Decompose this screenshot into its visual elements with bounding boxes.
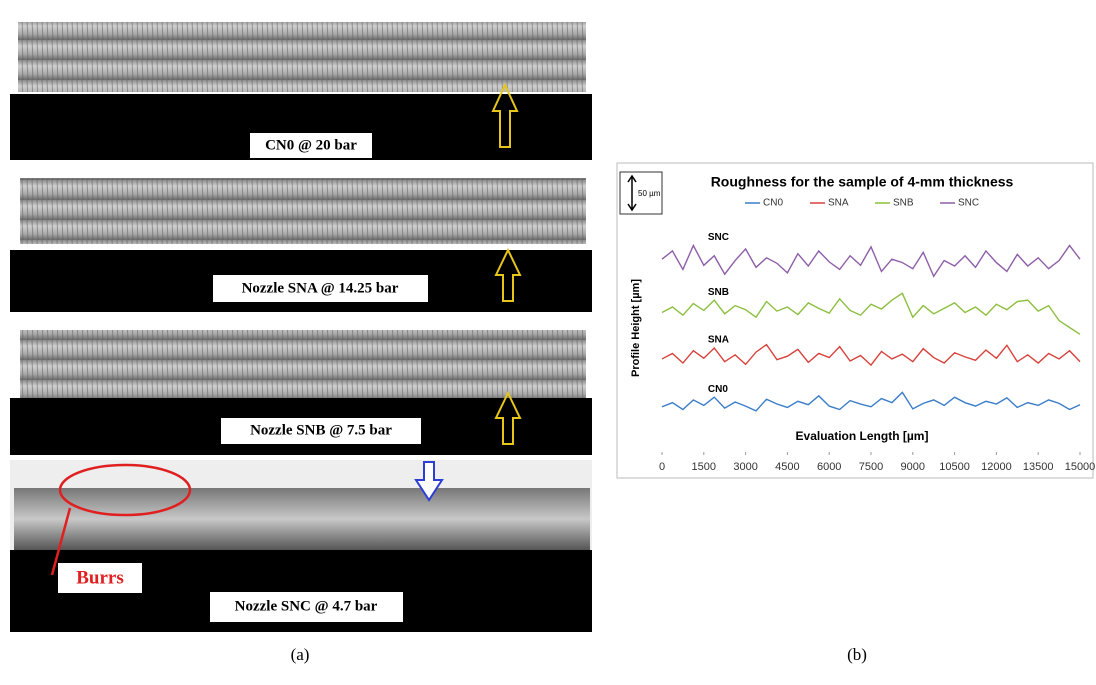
separator — [10, 455, 592, 460]
cut-surface — [18, 22, 586, 92]
photo-label: Nozzle SNC @ 4.7 bar — [235, 598, 378, 614]
x-tick-label: 13500 — [1023, 461, 1054, 473]
arrow — [494, 247, 522, 302]
cut-surface — [20, 330, 586, 398]
arrow — [414, 461, 444, 502]
photo-panel: CN0 @ 20 bar Nozzle SNA @ 14.25 bar Nozz… — [10, 8, 592, 664]
photo-label: Nozzle SNA @ 14.25 bar — [242, 280, 399, 296]
legend-label: CN0 — [763, 198, 783, 209]
photo-label: Nozzle SNB @ 7.5 bar — [250, 422, 392, 438]
caption: (a) — [291, 645, 310, 664]
pointer — [50, 507, 72, 576]
x-axis-label: Evaluation Length [µm] — [796, 429, 929, 443]
x-tick-label: 6000 — [817, 461, 841, 473]
x-tick-label: 1500 — [692, 461, 716, 473]
chart: 50 µm Roughness for the sample of 4-mm t… — [616, 162, 1096, 664]
series-line — [661, 343, 1081, 367]
y-axis-label: Profile Height [µm] — [630, 279, 642, 377]
label-box — [221, 418, 421, 444]
photo-label: CN0 @ 20 bar — [265, 137, 357, 153]
separator — [10, 160, 592, 170]
x-tick-label: 7500 — [859, 461, 883, 473]
series-label: CN0 — [708, 384, 728, 395]
cut-surface — [20, 178, 586, 244]
legend-label: SNB — [893, 198, 914, 209]
scale-box — [619, 171, 663, 215]
series-label: SNB — [708, 287, 729, 298]
caption: (b) — [847, 645, 867, 664]
arrow — [491, 82, 519, 148]
x-tick-label: 10500 — [939, 461, 970, 473]
arrow — [494, 390, 522, 445]
x-tick-label: 3000 — [733, 461, 757, 473]
x-tick-label: 9000 — [901, 461, 925, 473]
burr-ellipse — [58, 463, 192, 517]
x-tick-label: 12000 — [981, 461, 1012, 473]
series-label: SNA — [708, 335, 729, 346]
scale-label: 50 µm — [638, 189, 661, 198]
scale-arrow — [627, 174, 637, 212]
series-line — [661, 391, 1081, 412]
label-box — [58, 563, 142, 593]
cut-surface — [14, 488, 590, 550]
chart-title: Roughness for the sample of 4-mm thickne… — [711, 174, 1014, 190]
legend-label: SNA — [828, 198, 849, 209]
burrs-label: Burrs — [76, 567, 124, 588]
series-label: SNC — [708, 232, 729, 243]
separator — [10, 312, 592, 320]
label-box — [213, 275, 428, 302]
x-tick-label: 15000 — [1065, 461, 1096, 473]
chart-border — [616, 162, 1094, 479]
x-tick-label: 0 — [659, 461, 665, 473]
label-box — [250, 133, 372, 158]
series-line — [661, 292, 1081, 335]
series-line — [661, 243, 1081, 278]
legend-label: SNC — [958, 198, 979, 209]
arrows — [491, 82, 522, 445]
x-tick-label: 4500 — [775, 461, 799, 473]
label-box — [210, 592, 403, 622]
